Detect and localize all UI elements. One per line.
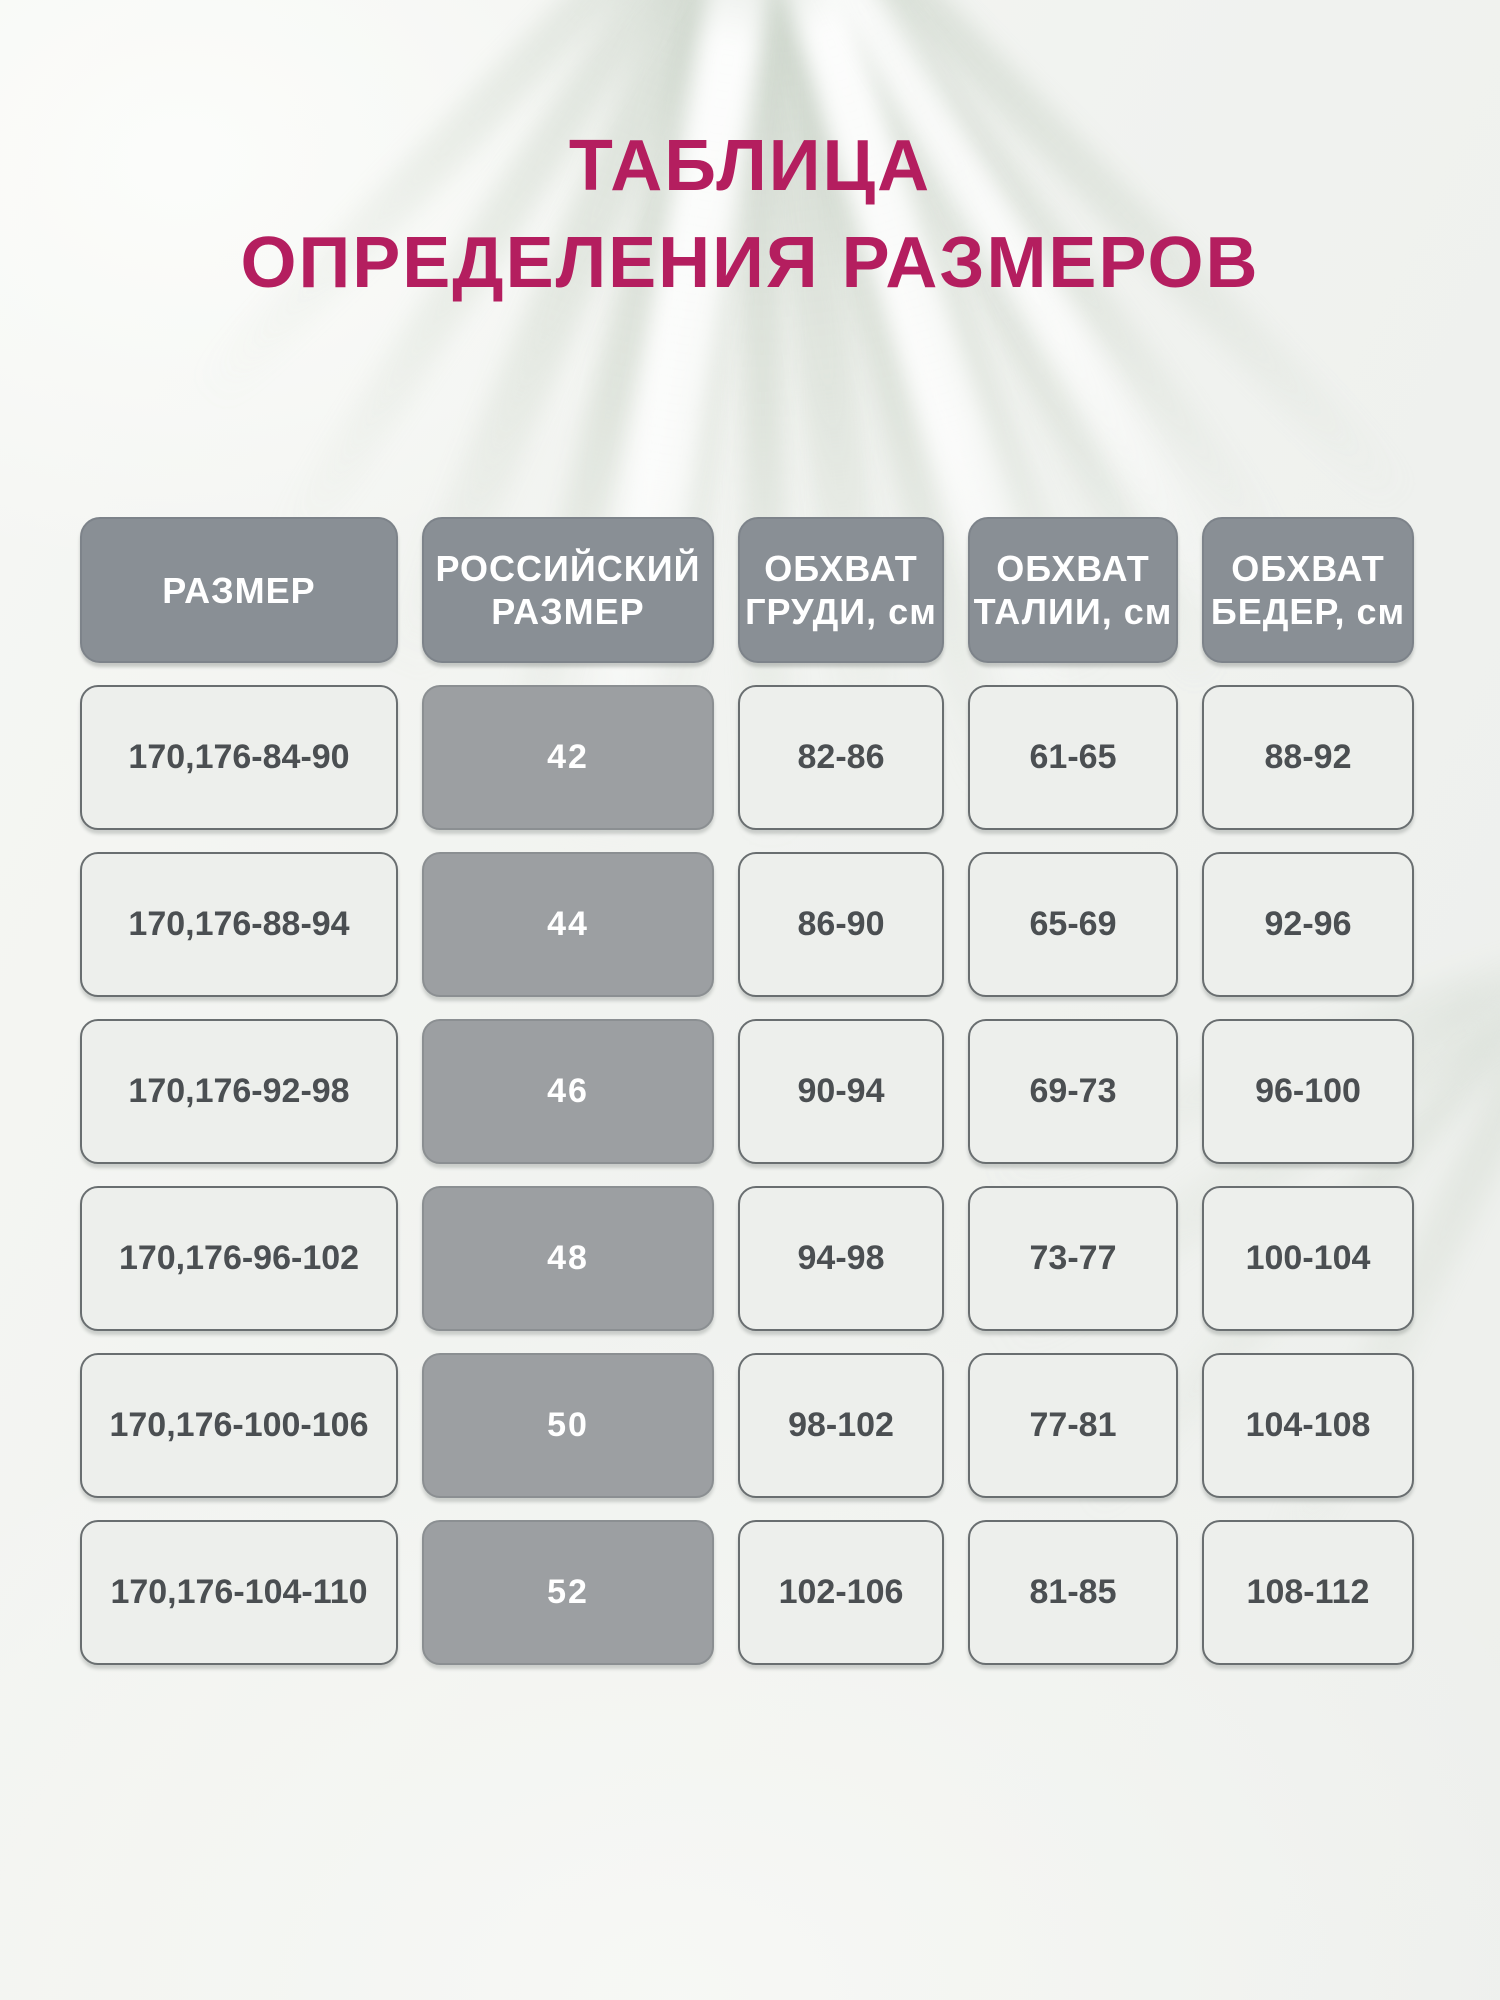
cell-waist: 81-85 bbox=[968, 1520, 1178, 1665]
cell-chest: 86-90 bbox=[738, 852, 944, 997]
header-line: ОБХВАТ bbox=[764, 548, 918, 589]
header-cell-size: РАЗМЕР bbox=[80, 517, 398, 663]
title-line-2: ОПРЕДЕЛЕНИЯ РАЗМЕРОВ bbox=[240, 223, 1260, 303]
header-cell-russian-size: РОССИЙСКИЙ РАЗМЕР bbox=[422, 517, 714, 663]
header-line: БЕДЕР, см bbox=[1210, 591, 1406, 632]
header-line: РАЗМЕР bbox=[162, 569, 316, 611]
cell-hips: 88-92 bbox=[1202, 685, 1414, 830]
cell-size: 170,176-96-102 bbox=[80, 1186, 398, 1331]
cell-chest: 102-106 bbox=[738, 1520, 944, 1665]
cell-chest: 98-102 bbox=[738, 1353, 944, 1498]
title-line-1: ТАБЛИЦА bbox=[568, 126, 932, 206]
size-table: РАЗМЕР РОССИЙСКИЙ РАЗМЕР ОБХВАТ ГРУДИ, с… bbox=[80, 517, 1414, 1665]
header-line: ОБХВАТ bbox=[996, 548, 1150, 589]
cell-waist: 65-69 bbox=[968, 852, 1178, 997]
cell-waist: 69-73 bbox=[968, 1019, 1178, 1164]
cell-russian-size: 48 bbox=[422, 1186, 714, 1331]
cell-size: 170,176-104-110 bbox=[80, 1520, 398, 1665]
cell-hips: 104-108 bbox=[1202, 1353, 1414, 1498]
header-cell-waist: ОБХВАТ ТАЛИИ, см bbox=[968, 517, 1178, 663]
cell-russian-size: 44 bbox=[422, 852, 714, 997]
page-title: ТАБЛИЦА ОПРЕДЕЛЕНИЯ РАЗМЕРОВ bbox=[0, 118, 1500, 312]
cell-waist: 77-81 bbox=[968, 1353, 1178, 1498]
cell-size: 170,176-100-106 bbox=[80, 1353, 398, 1498]
cell-chest: 90-94 bbox=[738, 1019, 944, 1164]
cell-russian-size: 52 bbox=[422, 1520, 714, 1665]
header-line: РОССИЙСКИЙ bbox=[435, 548, 701, 589]
cell-waist: 73-77 bbox=[968, 1186, 1178, 1331]
cell-size: 170,176-88-94 bbox=[80, 852, 398, 997]
cell-hips: 100-104 bbox=[1202, 1186, 1414, 1331]
header-line: ТАЛИИ, см bbox=[973, 591, 1173, 632]
cell-chest: 94-98 bbox=[738, 1186, 944, 1331]
cell-chest: 82-86 bbox=[738, 685, 944, 830]
cell-waist: 61-65 bbox=[968, 685, 1178, 830]
cell-size: 170,176-92-98 bbox=[80, 1019, 398, 1164]
cell-russian-size: 46 bbox=[422, 1019, 714, 1164]
cell-hips: 108-112 bbox=[1202, 1520, 1414, 1665]
header-line: РАЗМЕР bbox=[491, 591, 645, 632]
header-cell-chest: ОБХВАТ ГРУДИ, см bbox=[738, 517, 944, 663]
cell-hips: 96-100 bbox=[1202, 1019, 1414, 1164]
cell-russian-size: 50 bbox=[422, 1353, 714, 1498]
cell-russian-size: 42 bbox=[422, 685, 714, 830]
header-line: ГРУДИ, см bbox=[745, 591, 937, 632]
header-line: ОБХВАТ bbox=[1231, 548, 1385, 589]
header-cell-hips: ОБХВАТ БЕДЕР, см bbox=[1202, 517, 1414, 663]
cell-hips: 92-96 bbox=[1202, 852, 1414, 997]
cell-size: 170,176-84-90 bbox=[80, 685, 398, 830]
